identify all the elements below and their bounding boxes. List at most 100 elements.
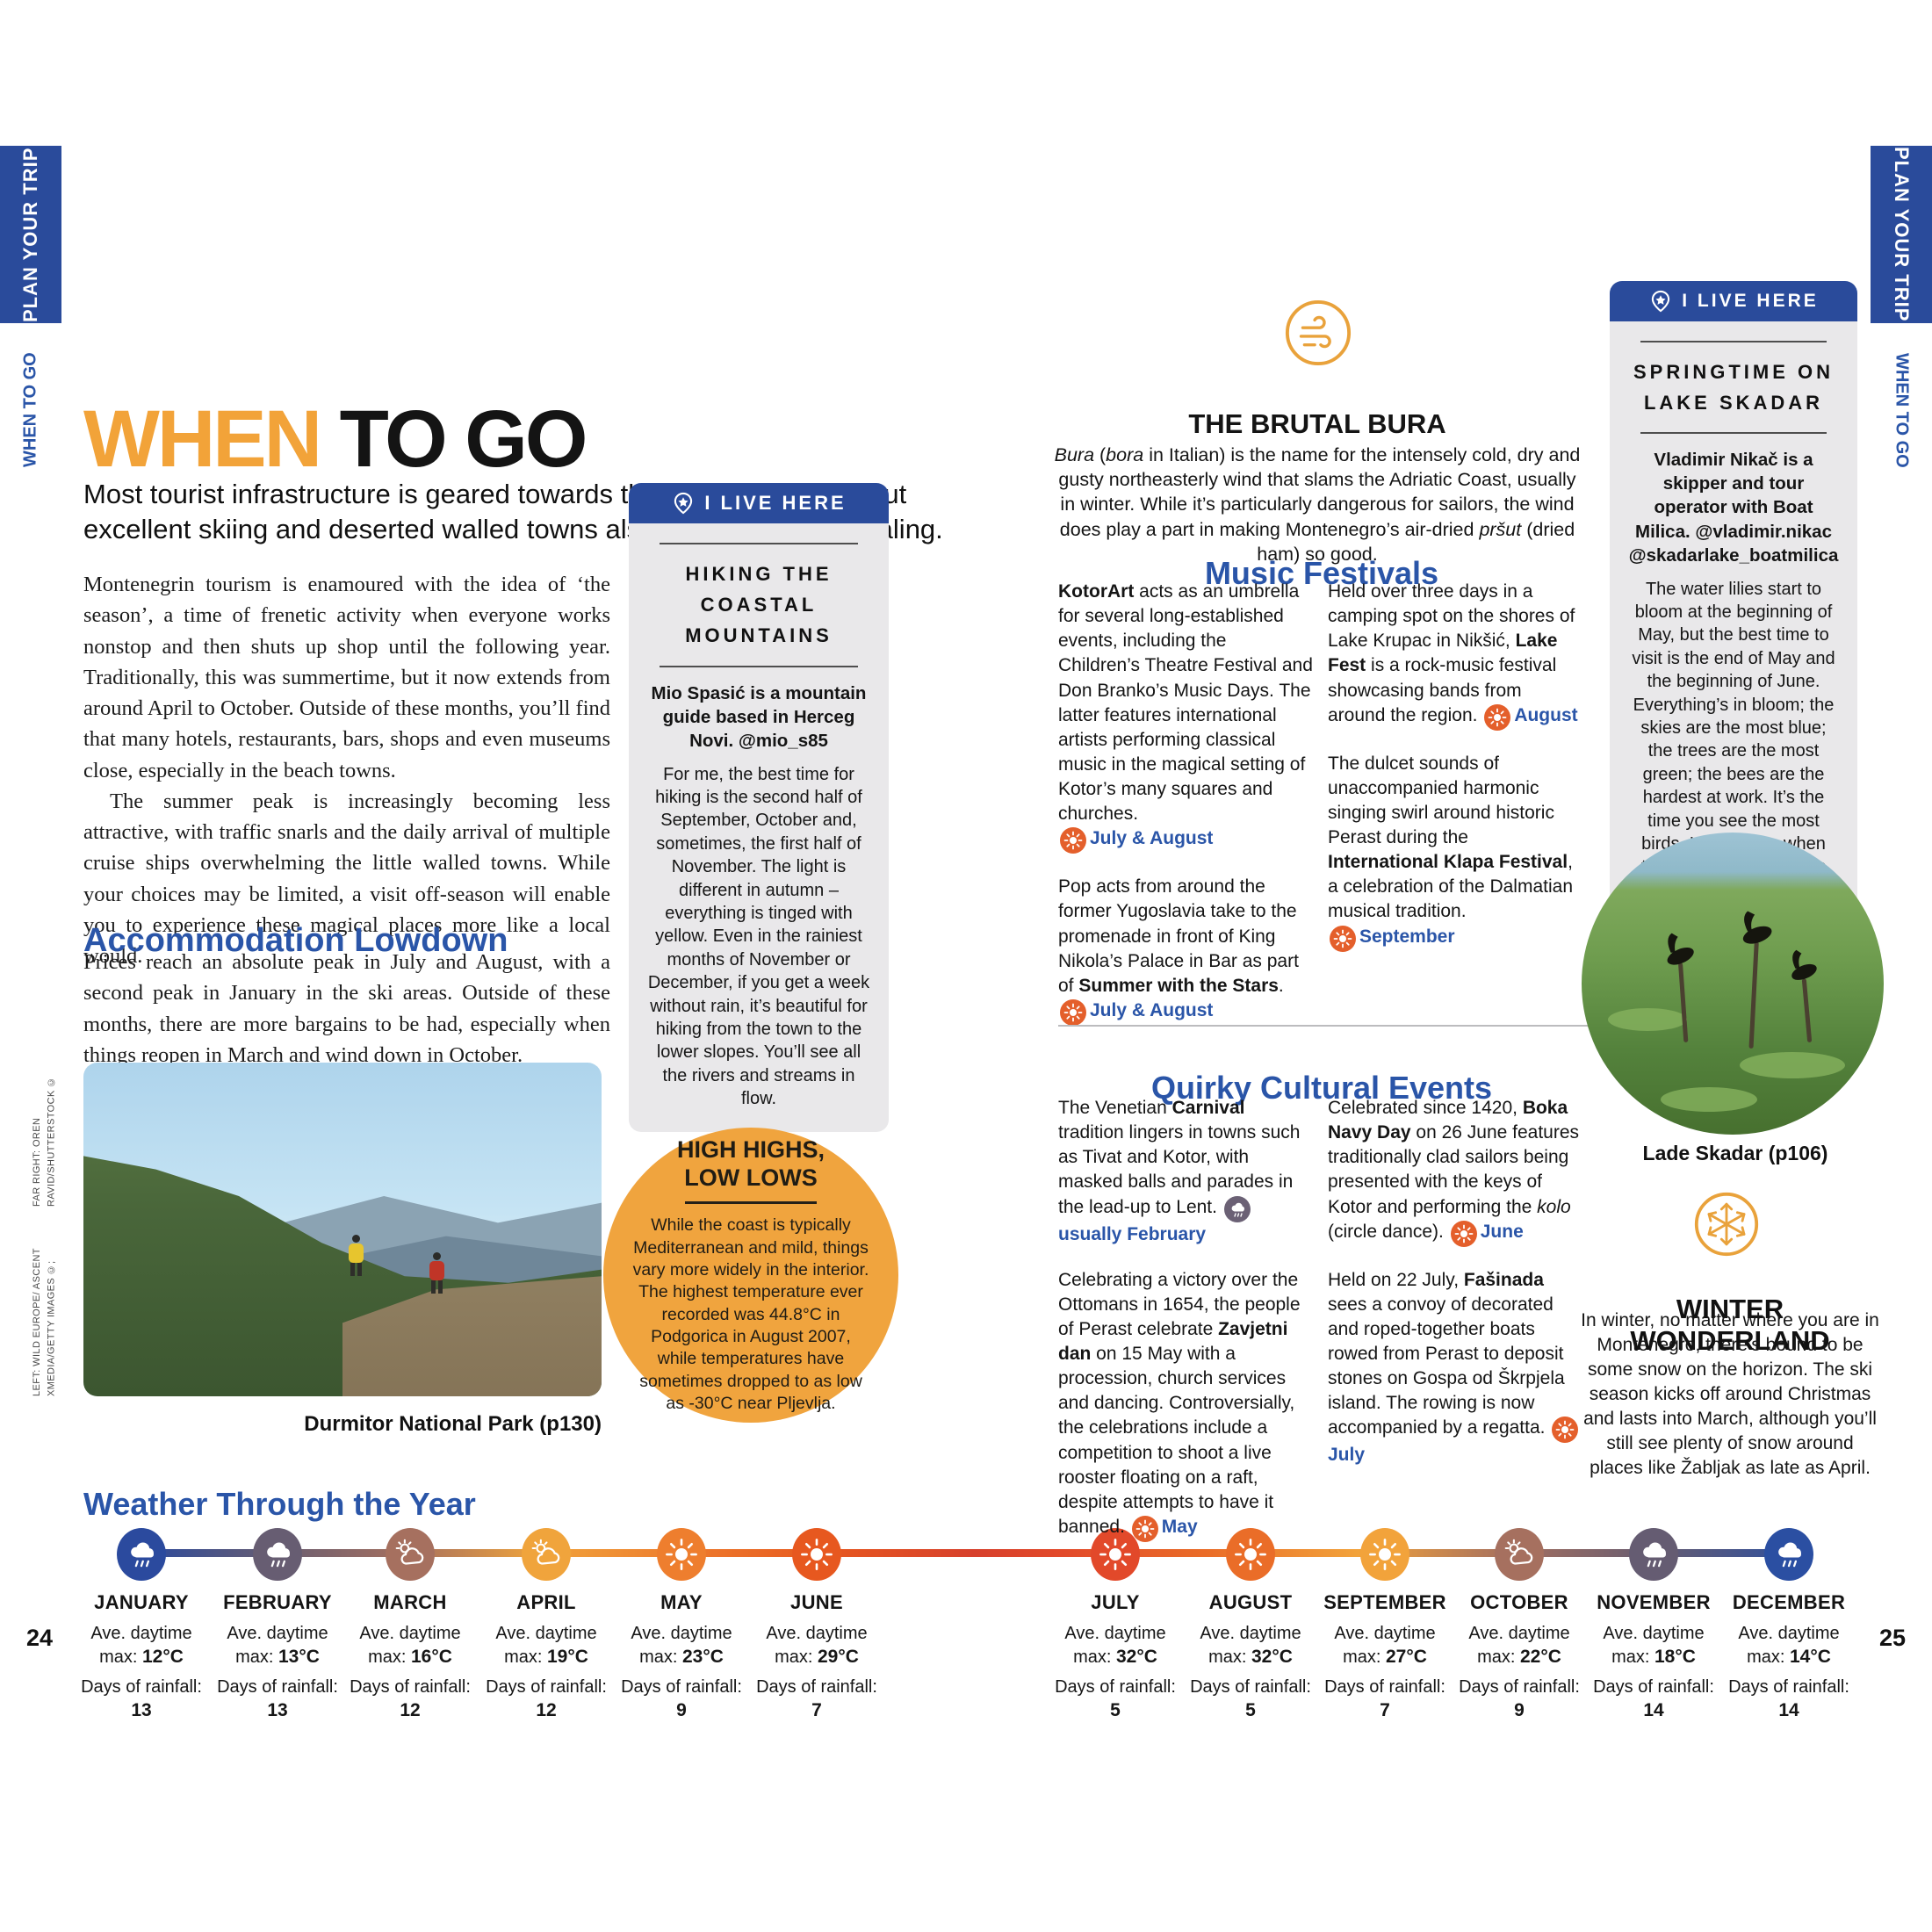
durmitor-caption: Durmitor National Park (p130) xyxy=(304,1412,602,1436)
rain-cloud-icon xyxy=(1223,1195,1251,1222)
month-december: DECEMBER Ave. daytime max: 14°C Days of r… xyxy=(1723,1528,1855,1723)
month-dot xyxy=(1764,1528,1813,1581)
accommodation-paragraph: Prices reach an absolute peak in July an… xyxy=(83,950,610,1067)
rule xyxy=(1640,432,1827,435)
sun-icon xyxy=(1060,998,1086,1026)
intro-paragraph-1: Montenegrin tourism is enamoured with th… xyxy=(83,573,610,782)
hiker-red xyxy=(428,1252,445,1294)
rain-cloud-icon xyxy=(1643,1542,1666,1568)
month-ave: Ave. daytime max: 14°C xyxy=(1738,1624,1840,1667)
live-here-card-skadar: I LIVE HERE SPRINGTIME ON LAKE SKADAR Vl… xyxy=(1610,281,1857,927)
lake-skadar-caption: Lade Skadar (p106) xyxy=(1642,1142,1828,1164)
festival-when: September xyxy=(1359,926,1455,947)
sun-icon xyxy=(801,1539,833,1570)
month-ave: Ave. daytime max: 29°C xyxy=(766,1624,868,1667)
live-here-card-hiking: I LIVE HERE HIKING THE COASTAL MOUNTAINS… xyxy=(629,483,889,1132)
month-ave: Ave. daytime max: 22°C xyxy=(1468,1624,1570,1667)
quirky-column-right: Celebrated since 1420, Boka Navy Day on … xyxy=(1328,1096,1582,1489)
sun-icon xyxy=(1330,925,1356,952)
cormorant-birds xyxy=(1667,911,1817,1049)
left-chapter-tab: WHEN TO GO xyxy=(0,335,61,485)
snowflake-icon xyxy=(1693,1191,1760,1258)
left-chapter-tab-label: WHEN TO GO xyxy=(20,352,40,468)
left-section-tab: PLAN YOUR TRIP xyxy=(0,146,61,323)
month-rainfall: Days of rainfall: 14 xyxy=(1593,1677,1714,1721)
photo-credit-line2: FAR RIGHT: OREN RAVID/SHUTTERSTOCK © xyxy=(32,1076,57,1208)
card-title: SPRINGTIME ON LAKE SKADAR xyxy=(1633,361,1834,415)
card-body: For me, the best time for hiking is the … xyxy=(647,764,870,1109)
month-july: JULY Ave. daytime max: 32°C Days of rainf… xyxy=(1049,1528,1181,1723)
intro-text: Montenegrin tourism is enamoured with th… xyxy=(83,569,610,971)
rule xyxy=(660,665,858,667)
month-name: FEBRUARY xyxy=(223,1591,332,1613)
month-rainfall: Days of rainfall: 9 xyxy=(621,1677,742,1721)
event-when: usually February xyxy=(1058,1223,1207,1244)
month-august: AUGUST Ave. daytime max: 32°C Days of rai… xyxy=(1185,1528,1316,1723)
rule xyxy=(1640,341,1827,342)
page-title-accent: WHEN xyxy=(83,393,322,484)
event-when: May xyxy=(1161,1516,1198,1537)
bubble-body: While the coast is typically Mediterrane… xyxy=(632,1215,869,1414)
month-name: JANUARY xyxy=(94,1591,189,1613)
card-author: Mio Spasić is a mountain guide based in … xyxy=(651,682,867,751)
pin-star-icon xyxy=(674,492,693,515)
accommodation-heading: Accommodation Lowdown xyxy=(83,921,508,959)
month-ave: Ave. daytime max: 18°C xyxy=(1603,1624,1705,1667)
section-divider xyxy=(1058,1025,1592,1027)
month-dot xyxy=(1226,1528,1275,1581)
month-name: SEPTEMBER xyxy=(1323,1591,1446,1613)
sun-cloud-icon xyxy=(395,1539,424,1565)
sun-cloud-icon xyxy=(531,1539,560,1565)
bura-heading: THE BRUTAL BURA xyxy=(1188,408,1446,439)
accommodation-text: Prices reach an absolute peak in July an… xyxy=(83,947,610,1071)
weather-timeline-line xyxy=(141,1549,1809,1557)
event-entry: Held on 22 July, Fašinada sees a convoy … xyxy=(1328,1268,1582,1468)
music-column-left: KotorArt acts as an umbrella for several… xyxy=(1058,580,1313,1047)
month-november: NOVEMBER Ave. daytime max: 18°C Days of r… xyxy=(1588,1528,1719,1723)
lake-skadar-photo xyxy=(1582,833,1884,1135)
sun-icon xyxy=(1552,1417,1579,1444)
month-september: SEPTEMBER Ave. daytime max: 27°C Days of … xyxy=(1319,1528,1451,1723)
rain-cloud-icon xyxy=(1778,1542,1801,1568)
month-rainfall: Days of rainfall: 5 xyxy=(1055,1677,1176,1721)
month-rainfall: Days of rainfall: 12 xyxy=(486,1677,607,1721)
month-dot xyxy=(1495,1528,1544,1581)
month-rainfall: Days of rainfall: 14 xyxy=(1728,1677,1849,1721)
left-section-tab-label: PLAN YOUR TRIP xyxy=(19,147,41,322)
sun-icon xyxy=(1131,1515,1158,1542)
month-ave: Ave. daytime max: 27°C xyxy=(1334,1624,1436,1667)
month-rainfall: Days of rainfall: 7 xyxy=(756,1677,877,1721)
live-here-badge-label: I LIVE HERE xyxy=(704,492,847,514)
rule xyxy=(660,543,858,544)
event-entry: Celebrated since 1420, Boka Navy Day on … xyxy=(1328,1096,1582,1247)
lily-pads xyxy=(1608,1008,1687,1031)
month-rainfall: Days of rainfall: 12 xyxy=(350,1677,471,1721)
month-name: NOVEMBER xyxy=(1597,1591,1711,1613)
festival-entry: The dulcet sounds of unaccompanied harmo… xyxy=(1328,752,1582,952)
event-when: July xyxy=(1328,1445,1366,1466)
month-dot xyxy=(657,1528,706,1581)
month-ave: Ave. daytime max: 13°C xyxy=(227,1624,328,1667)
month-rainfall: Days of rainfall: 7 xyxy=(1324,1677,1445,1721)
month-name: MAY xyxy=(660,1591,703,1613)
live-here-badge: I LIVE HERE xyxy=(1610,281,1857,321)
festival-when: July & August xyxy=(1090,828,1214,849)
month-dot xyxy=(792,1528,841,1581)
right-chapter-tab: WHEN TO GO xyxy=(1871,335,1932,485)
month-may: MAY Ave. daytime max: 23°C Days of rainfa… xyxy=(616,1528,747,1723)
quirky-column-left: The Venetian Carnival tradition lingers … xyxy=(1058,1096,1313,1563)
right-section-tab: PLAN YOUR TRIP xyxy=(1871,146,1932,323)
month-february: FEBRUARY Ave. daytime max: 13°C Days of r… xyxy=(212,1528,343,1723)
high-highs-bubble: HIGH HIGHS, LOW LOWS While the coast is t… xyxy=(603,1128,898,1423)
month-rainfall: Days of rainfall: 9 xyxy=(1459,1677,1580,1721)
month-name: DECEMBER xyxy=(1732,1591,1846,1613)
month-ave: Ave. daytime max: 16°C xyxy=(359,1624,461,1667)
sun-icon xyxy=(1099,1539,1131,1570)
month-ave: Ave. daytime max: 19°C xyxy=(495,1624,597,1667)
month-october: OCTOBER Ave. daytime max: 22°C Days of ra… xyxy=(1453,1528,1585,1723)
card-author: Vladimir Nikač is a skipper and tour ope… xyxy=(1628,450,1839,566)
winter-heading: WINTER WONDERLAND xyxy=(1630,1294,1830,1356)
page-number-right: 25 xyxy=(1879,1625,1907,1651)
month-name: OCTOBER xyxy=(1470,1591,1568,1613)
month-name: MARCH xyxy=(373,1591,447,1613)
